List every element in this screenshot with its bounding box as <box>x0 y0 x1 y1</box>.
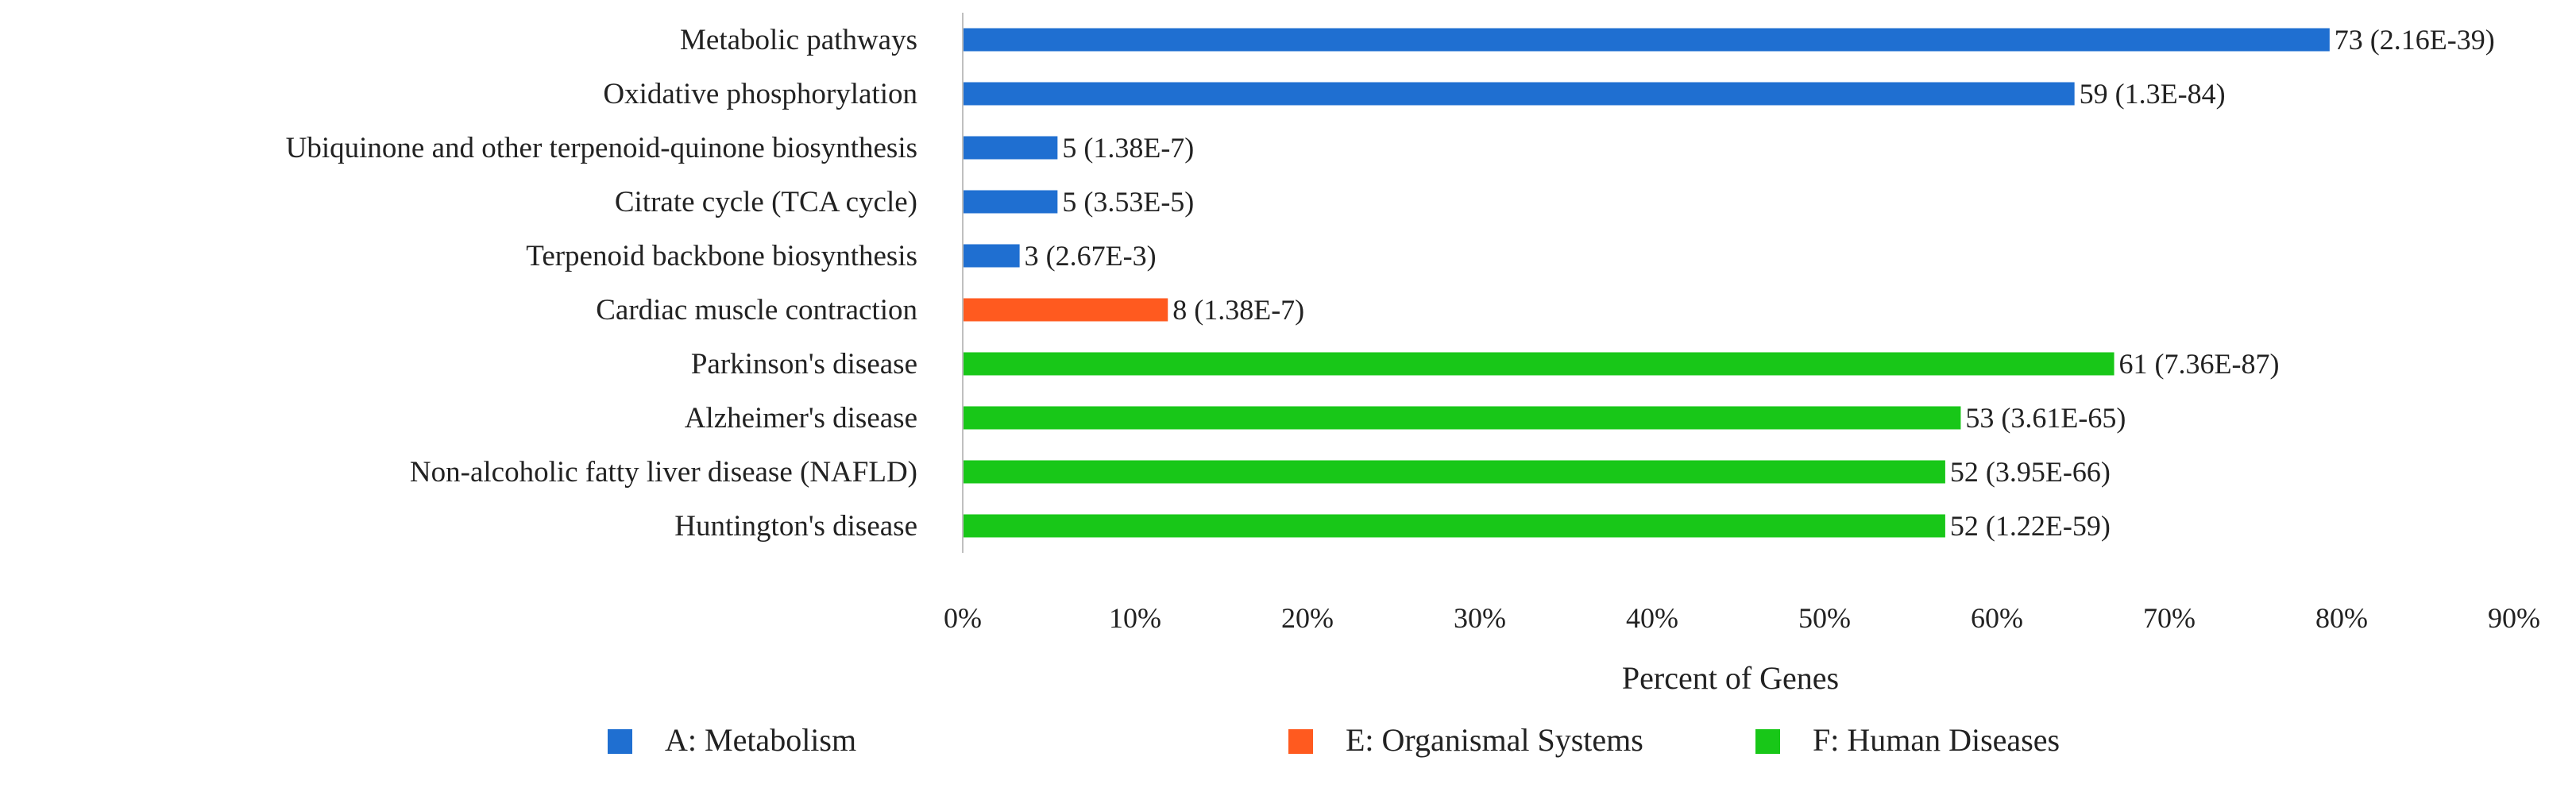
category-label-citrate-cycle-tca-cycle: Citrate cycle (TCA cycle) <box>615 186 917 218</box>
bar-alzheimer-s-disease <box>963 406 1961 430</box>
x-tick-label: 10% <box>1109 602 1161 634</box>
data-label-ubiquinone-and-other-terpenoid-quinone-biosynthesis: 5 (1.38E-7) <box>1062 132 1194 164</box>
category-label-parkinson-s-disease: Parkinson's disease <box>691 348 917 380</box>
category-label-huntington-s-disease: Huntington's disease <box>674 510 917 543</box>
bar-citrate-cycle-tca-cycle <box>963 190 1058 214</box>
x-tick-label: 40% <box>1626 602 1678 634</box>
bar-huntington-s-disease <box>963 514 1945 538</box>
x-tick-label: 80% <box>2315 602 2368 634</box>
bar-non-alcoholic-fatty-liver-disease-nafld <box>963 460 1945 484</box>
data-label-citrate-cycle-tca-cycle: 5 (3.53E-5) <box>1062 186 1194 218</box>
legend: A: Metabolism E: Organismal Systems F: Hum… <box>608 722 2060 758</box>
category-labels: Metabolic pathways Oxidative phosphorylat… <box>286 24 917 543</box>
data-label-parkinson-s-disease: 61 (7.36E-87) <box>2119 348 2280 380</box>
legend-swatch-e-organismal-systems <box>1288 729 1313 754</box>
bar-oxidative-phosphorylation <box>963 82 2075 106</box>
category-label-alzheimer-s-disease: Alzheimer's disease <box>685 402 917 435</box>
data-label-oxidative-phosphorylation: 59 (1.3E-84) <box>2080 78 2226 110</box>
x-axis-ticks: 0% 10% 20% 30% 40% 50% 60% 70% 80% 90% <box>944 602 2540 634</box>
bar-cardiac-muscle-contraction <box>963 298 1168 322</box>
x-tick-label: 70% <box>2143 602 2196 634</box>
legend-label-a-metabolism: A: Metabolism <box>665 722 856 758</box>
data-label-non-alcoholic-fatty-liver-disease-nafld: 52 (3.95E-66) <box>1950 456 2111 488</box>
x-tick-label: 30% <box>1454 602 1506 634</box>
x-tick-label: 60% <box>1971 602 2023 634</box>
data-label-alzheimer-s-disease: 53 (3.61E-65) <box>1965 402 2126 434</box>
x-tick-label: 90% <box>2488 602 2540 634</box>
category-label-ubiquinone-and-other-terpenoid-quinone-biosynthesis: Ubiquinone and other terpenoid-quinone b… <box>286 132 917 164</box>
category-label-non-alcoholic-fatty-liver-disease-nafld: Non-alcoholic fatty liver disease (NAFLD… <box>410 456 917 489</box>
legend-swatch-f-human-diseases <box>1755 729 1780 754</box>
data-label-metabolic-pathways: 73 (2.16E-39) <box>2335 24 2495 56</box>
data-label-cardiac-muscle-contraction: 8 (1.38E-7) <box>1172 294 1304 326</box>
legend-label-f-human-diseases: F: Human Diseases <box>1813 722 2060 758</box>
x-tick-label: 0% <box>944 602 982 634</box>
legend-label-e-organismal-systems: E: Organismal Systems <box>1346 722 1643 758</box>
x-tick-label: 20% <box>1281 602 1334 634</box>
bars-layer <box>963 28 2330 538</box>
category-label-terpenoid-backbone-biosynthesis: Terpenoid backbone biosynthesis <box>526 240 917 272</box>
x-tick-label: 50% <box>1798 602 1851 634</box>
x-axis-title: Percent of Genes <box>1622 660 1839 696</box>
bar-metabolic-pathways <box>963 28 2330 52</box>
bar-terpenoid-backbone-biosynthesis <box>963 244 1020 268</box>
category-label-cardiac-muscle-contraction: Cardiac muscle contraction <box>596 294 917 326</box>
bar-ubiquinone-and-other-terpenoid-quinone-biosynthesis <box>963 136 1058 160</box>
legend-swatch-a-metabolism <box>608 729 632 754</box>
category-label-oxidative-phosphorylation: Oxidative phosphorylation <box>603 78 917 110</box>
category-label-metabolic-pathways: Metabolic pathways <box>680 24 917 56</box>
data-label-huntington-s-disease: 52 (1.22E-59) <box>1950 510 2111 542</box>
bar-parkinson-s-disease <box>963 352 2114 376</box>
data-labels: 73 (2.16E-39) 59 (1.3E-84) 5 (1.38E-7) 5 (3… <box>1025 24 2495 542</box>
data-label-terpenoid-backbone-biosynthesis: 3 (2.67E-3) <box>1025 240 1157 272</box>
